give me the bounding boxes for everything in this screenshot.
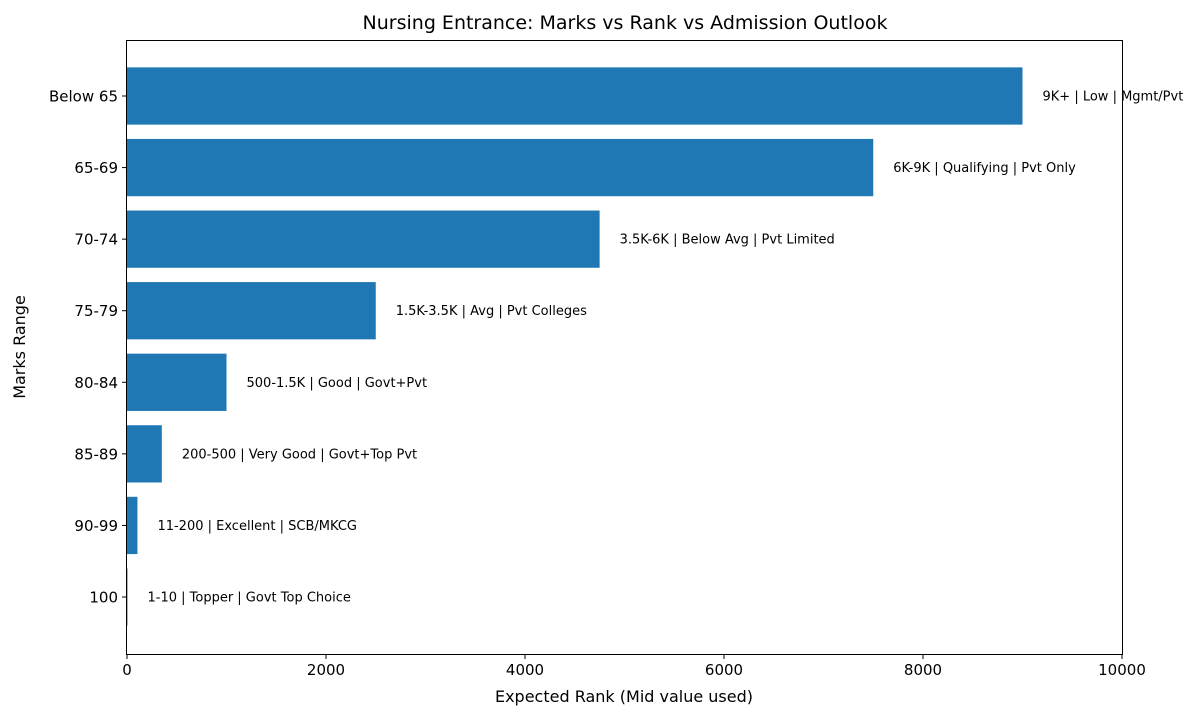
bars-layer (127, 67, 1023, 625)
y-tick-label: 100 (89, 589, 118, 607)
y-tick-label: 90-99 (74, 517, 118, 535)
bar-label: 3.5K-6K | Below Avg | Pvt Limited (620, 233, 835, 248)
x-ticks-layer: 0 2000 4000 6000 8000 10000 (122, 654, 1146, 679)
y-tick-label: 85-89 (74, 445, 118, 463)
x-axis-label: Expected Rank (Mid value used) (495, 687, 753, 706)
bar-65-69 (127, 139, 873, 196)
bar-90-99 (127, 497, 137, 554)
bar-85-89 (127, 425, 162, 482)
x-tick-label: 4000 (506, 661, 544, 679)
y-tick-label: Below 65 (49, 88, 118, 106)
x-tick-label: 0 (122, 661, 132, 679)
y-tick-label: 75-79 (74, 302, 118, 320)
y-tick-label: 70-74 (74, 231, 118, 249)
bar-label: 9K+ | Low | Mgmt/Pvt (1043, 90, 1184, 105)
bar-label: 1.5K-3.5K | Avg | Pvt Colleges (396, 304, 587, 319)
y-tick-label: 80-84 (74, 374, 118, 392)
bar-label: 1-10 | Topper | Govt Top Choice (147, 591, 350, 606)
bar-75-79 (127, 282, 376, 339)
bar-70-74 (127, 211, 600, 268)
bar-below-65 (127, 67, 1023, 124)
y-ticks-layer: 100 90-99 85-89 80-84 75-79 70-74 65-69 Below 6… (49, 88, 127, 607)
bar-label: 200-500 | Very Good | Govt+Top Pvt (182, 447, 417, 462)
bar-label: 6K-9K | Qualifying | Pvt Only (893, 161, 1076, 176)
bar-label: 11-200 | Excellent | SCB/MKCG (157, 519, 357, 534)
bar-80-84 (127, 354, 227, 411)
y-tick-label: 65-69 (74, 159, 118, 177)
x-tick-label: 2000 (307, 661, 345, 679)
x-tick-label: 8000 (904, 661, 942, 679)
x-tick-label: 10000 (1098, 661, 1146, 679)
x-tick-label: 6000 (705, 661, 743, 679)
chart-title: Nursing Entrance: Marks vs Rank vs Admis… (363, 12, 888, 34)
plot-frame (127, 41, 1123, 655)
y-axis-label: Marks Range (10, 295, 29, 399)
bar-label: 500-1.5K | Good | Govt+Pvt (247, 376, 428, 391)
